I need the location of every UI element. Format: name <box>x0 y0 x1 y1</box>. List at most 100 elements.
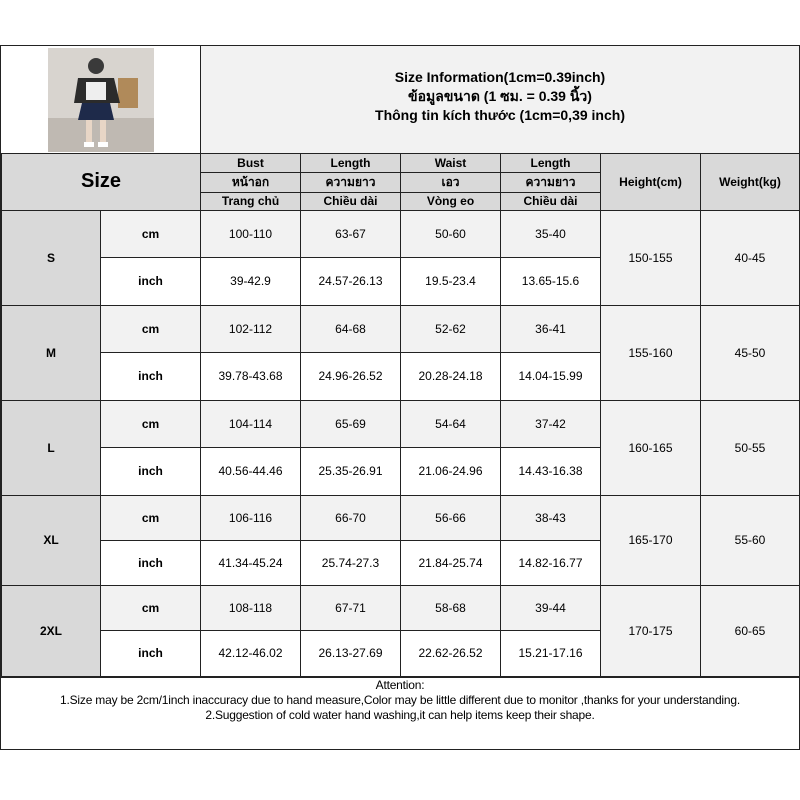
weight-cell: 40-45 <box>700 209 800 306</box>
size-label: XL <box>1 494 101 586</box>
attention-line-2: 2.Suggestion of cold water hand washing,… <box>205 707 595 722</box>
table-row: 2XL cm 108-118 67-71 58-68 39-44 170-175 60-65 <box>1 584 800 677</box>
height-header: Height(cm) <box>600 154 701 211</box>
measurement-cell: 37-42 <box>500 399 601 448</box>
waist-header: Waist <box>400 154 501 173</box>
waist-header-vi: Vòng eo <box>400 191 501 211</box>
unit-label: inch <box>100 629 201 677</box>
measurement-cell: 65-69 <box>300 399 401 448</box>
table-row: inch 39.78-43.68 24.96-26.52 20.28-24.18 14.… <box>2 351 800 401</box>
height-cell: 150-155 <box>600 209 701 306</box>
attention-line-1: 1.Size may be 2cm/1inch inaccuracy due t… <box>60 692 740 707</box>
title-en: Size Information(1cm=0.39inch) <box>394 69 606 85</box>
measurement-cell: 19.5-23.4 <box>400 256 501 306</box>
measurement-cell: 25.35-26.91 <box>300 446 401 496</box>
unit-label: inch <box>100 446 201 496</box>
measurement-cell: 14.04-15.99 <box>500 351 601 401</box>
measurement-cell: 108-118 <box>200 584 301 631</box>
unit-label: cm <box>100 584 201 631</box>
table-row: XL cm 106-116 66-70 56-66 38-43 165-170 55-60 <box>1 494 800 586</box>
measurement-cell: 104-114 <box>200 399 301 448</box>
measurement-cell: 40.56-44.46 <box>200 446 301 496</box>
waist-header-th: เอว <box>400 171 501 193</box>
size-label: S <box>1 209 101 306</box>
weight-cell: 55-60 <box>700 494 800 586</box>
measurement-cell: 106-116 <box>200 494 301 541</box>
measurement-cell: 63-67 <box>300 209 401 258</box>
measurement-cell: 15.21-17.16 <box>500 629 601 677</box>
measurement-cell: 25.74-27.3 <box>300 539 401 586</box>
weight-header: Weight(kg) <box>700 154 800 211</box>
height-cell: 170-175 <box>600 584 701 677</box>
measurement-cell: 39.78-43.68 <box>200 351 301 401</box>
bust-header: Bust <box>200 154 301 173</box>
unit-label: cm <box>100 399 201 448</box>
measurement-cell: 54-64 <box>400 399 501 448</box>
measurement-cell: 36-41 <box>500 304 601 353</box>
table-row: inch 40.56-44.46 25.35-26.91 21.06-24.96 14.… <box>2 446 800 496</box>
weight-cell: 45-50 <box>700 304 800 401</box>
measurement-cell: 52-62 <box>400 304 501 353</box>
measurement-cell: 13.65-15.6 <box>500 256 601 306</box>
measurement-cell: 50-60 <box>400 209 501 258</box>
length-header-vi: Chiều dài <box>300 191 401 211</box>
unit-label: inch <box>100 539 201 586</box>
bust-header-vi: Trang chủ <box>200 191 301 211</box>
unit-label: cm <box>100 209 201 258</box>
product-photo <box>1 46 201 153</box>
measurement-cell: 64-68 <box>300 304 401 353</box>
size-label: L <box>1 399 101 496</box>
measurement-cell: 39-42.9 <box>200 256 301 306</box>
table-row: inch 41.34-45.24 25.74-27.3 21.84-25.74 14.8… <box>2 539 800 586</box>
unit-label: inch <box>100 256 201 306</box>
measurement-cell: 41.34-45.24 <box>200 539 301 586</box>
measurement-cell: 14.43-16.38 <box>500 446 601 496</box>
size-info-title: Size Information(1cm=0.39inch) ข้อมูลขนา… <box>201 46 799 153</box>
height-cell: 160-165 <box>600 399 701 496</box>
measurement-cell: 35-40 <box>500 209 601 258</box>
length-header-vi: Chiều dài <box>500 191 601 211</box>
bust-header-th: หน้าอก <box>200 171 301 193</box>
unit-label: inch <box>100 351 201 401</box>
unit-label: cm <box>100 494 201 541</box>
measurement-cell: 26.13-27.69 <box>300 629 401 677</box>
measurement-cell: 21.06-24.96 <box>400 446 501 496</box>
size-label: 2XL <box>1 584 101 677</box>
measurement-cell: 56-66 <box>400 494 501 541</box>
measurement-cell: 20.28-24.18 <box>400 351 501 401</box>
length-header: Length <box>500 154 601 173</box>
size-table: Size Bust Length Waist Length Height(cm)… <box>1 154 800 677</box>
title-th: ข้อมูลขนาด (1 ซม. = 0.39 นิ้ว) <box>408 88 592 104</box>
weight-cell: 50-55 <box>700 399 800 496</box>
measurement-cell: 24.57-26.13 <box>300 256 401 306</box>
size-chart: Size Information(1cm=0.39inch) ข้อมูลขนา… <box>0 45 800 750</box>
measurement-cell: 39-44 <box>500 584 601 631</box>
measurement-cell: 67-71 <box>300 584 401 631</box>
height-cell: 155-160 <box>600 304 701 401</box>
height-cell: 165-170 <box>600 494 701 586</box>
attention-title: Attention: <box>375 677 425 692</box>
table-row: inch 39-42.9 24.57-26.13 19.5-23.4 13.65-15.… <box>2 256 800 306</box>
measurement-cell: 38-43 <box>500 494 601 541</box>
attention-note: Attention: 1.Size may be 2cm/1inch inacc… <box>1 676 799 749</box>
measurement-cell: 58-68 <box>400 584 501 631</box>
length-header: Length <box>300 154 401 173</box>
unit-label: cm <box>100 304 201 353</box>
size-header: Size <box>1 154 201 211</box>
size-label: M <box>1 304 101 401</box>
measurement-cell: 22.62-26.52 <box>400 629 501 677</box>
title-vi: Thông tin kích thước (1cm=0,39 inch) <box>375 107 625 123</box>
length-header-th: ความยาว <box>300 171 401 193</box>
measurement-cell: 24.96-26.52 <box>300 351 401 401</box>
table-row: inch 42.12-46.02 26.13-27.69 22.62-26.52 15.… <box>2 629 800 677</box>
measurement-cell: 21.84-25.74 <box>400 539 501 586</box>
measurement-cell: 66-70 <box>300 494 401 541</box>
measurement-cell: 102-112 <box>200 304 301 353</box>
weight-cell: 60-65 <box>700 584 800 677</box>
measurement-cell: 100-110 <box>200 209 301 258</box>
measurement-cell: 14.82-16.77 <box>500 539 601 586</box>
measurement-cell: 42.12-46.02 <box>200 629 301 677</box>
